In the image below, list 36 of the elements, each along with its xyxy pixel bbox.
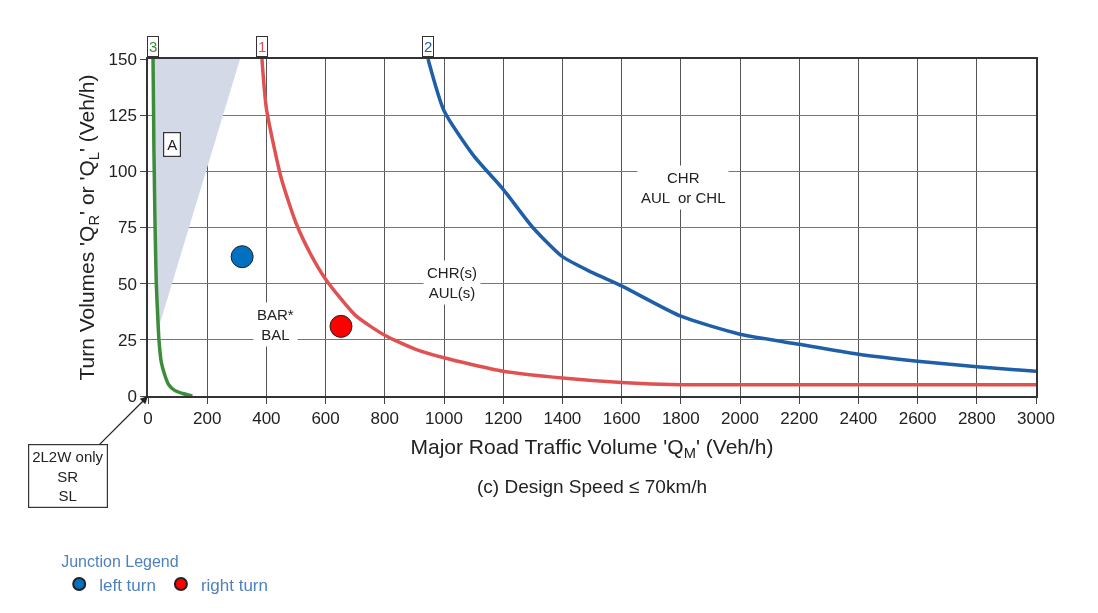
annotation: CHR(s) AUL(s) — [427, 264, 477, 301]
x-tick-label: 2400 — [839, 409, 878, 429]
x-tick-label: 200 — [193, 409, 222, 429]
x-tick-label: 2000 — [721, 409, 759, 429]
annotation: BAR* BAL — [257, 306, 294, 343]
annotation: A — [167, 136, 178, 154]
x-tick-label: 2200 — [780, 409, 819, 429]
y-tick-label: 25 — [117, 330, 137, 350]
legend-label: left turn — [99, 575, 156, 595]
y-tick-label: 150 — [108, 49, 137, 69]
annotation: CHR AUL or CHL — [641, 169, 726, 206]
series-label: 3 — [149, 38, 158, 55]
series-label: 1 — [258, 38, 267, 55]
y-tick-label: 0 — [127, 386, 137, 406]
y-tick-label: 50 — [117, 274, 137, 294]
x-tick-label: 1200 — [484, 409, 523, 429]
x-tick-label: 1400 — [543, 409, 582, 429]
x-tick-label: 1000 — [425, 409, 463, 429]
series-label: 2 — [424, 38, 433, 55]
text: (c) Design Speed ≤ 70km/h — [477, 476, 708, 497]
x-tick-label: 2800 — [957, 409, 996, 429]
x-tick-label: 3000 — [1017, 409, 1055, 429]
text: 2L2W only SR SL — [32, 448, 104, 505]
x-tick-label: 2600 — [898, 409, 937, 429]
x-tick-label: 800 — [370, 409, 399, 429]
x-tick-label: 1800 — [661, 409, 700, 429]
y-tick-label: 125 — [108, 106, 137, 126]
x-tick-label: 0 — [143, 409, 153, 429]
x-tick-label: 400 — [252, 409, 281, 429]
legend-label: right turn — [200, 575, 268, 595]
x-tick-label: 600 — [311, 409, 340, 429]
x-tick-label: 1600 — [602, 409, 641, 429]
y-tick-label: 75 — [117, 218, 137, 238]
y-tick-label: 100 — [108, 162, 137, 182]
legend-title: Junction Legend — [61, 552, 179, 570]
x-axis-title: Major Road Traffic Volume 'Q$_{M}$' (Veh/h) — [410, 434, 774, 462]
